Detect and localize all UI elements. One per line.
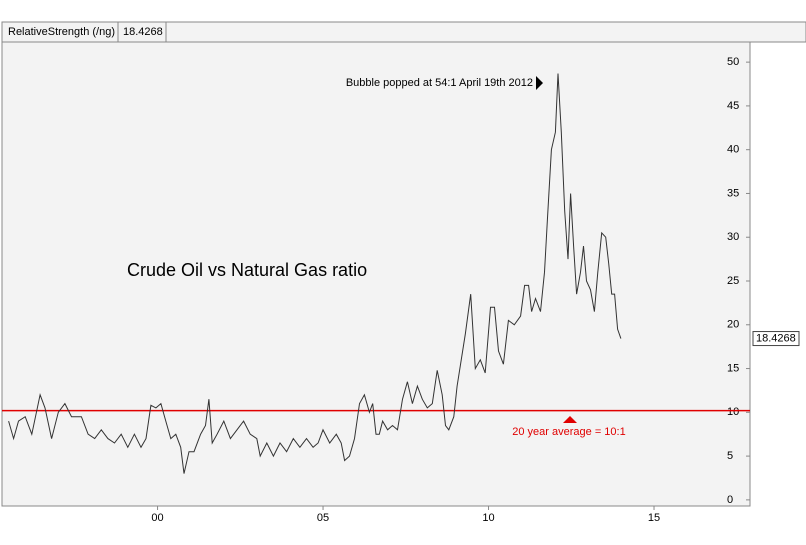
y-tick-label: 15 [727, 362, 739, 374]
header-value: 18.4268 [123, 26, 163, 38]
annotation-arrow [536, 76, 543, 90]
x-tick-label: 00 [151, 512, 163, 524]
y-tick-label: 10 [727, 406, 739, 418]
y-tick-label: 30 [727, 231, 739, 243]
last-value-label: 18.4268 [756, 332, 796, 344]
y-tick-label: 25 [727, 275, 739, 287]
y-tick-label: 0 [727, 494, 733, 506]
x-tick-label: 05 [317, 512, 329, 524]
y-tick-label: 45 [727, 100, 739, 112]
data-line [8, 73, 622, 474]
y-tick-label: 50 [727, 56, 739, 68]
y-tick-label: 35 [727, 187, 739, 199]
last-value-box [752, 331, 800, 347]
y-tick-label: 40 [727, 144, 739, 156]
plot-area [1, 41, 751, 507]
header-label: RelativeStrength (/ng) [8, 26, 115, 38]
y-tick-label: 20 [727, 319, 739, 331]
annotation: 20 year average = 10:1 [512, 426, 625, 438]
x-tick-label: 15 [648, 512, 660, 524]
x-tick-label: 10 [482, 512, 494, 524]
annotation: Bubble popped at 54:1 April 19th 2012 [346, 77, 533, 89]
annotation-arrow [563, 416, 577, 423]
chart-title: Crude Oil vs Natural Gas ratio [127, 260, 367, 280]
y-tick-label: 5 [727, 450, 733, 462]
